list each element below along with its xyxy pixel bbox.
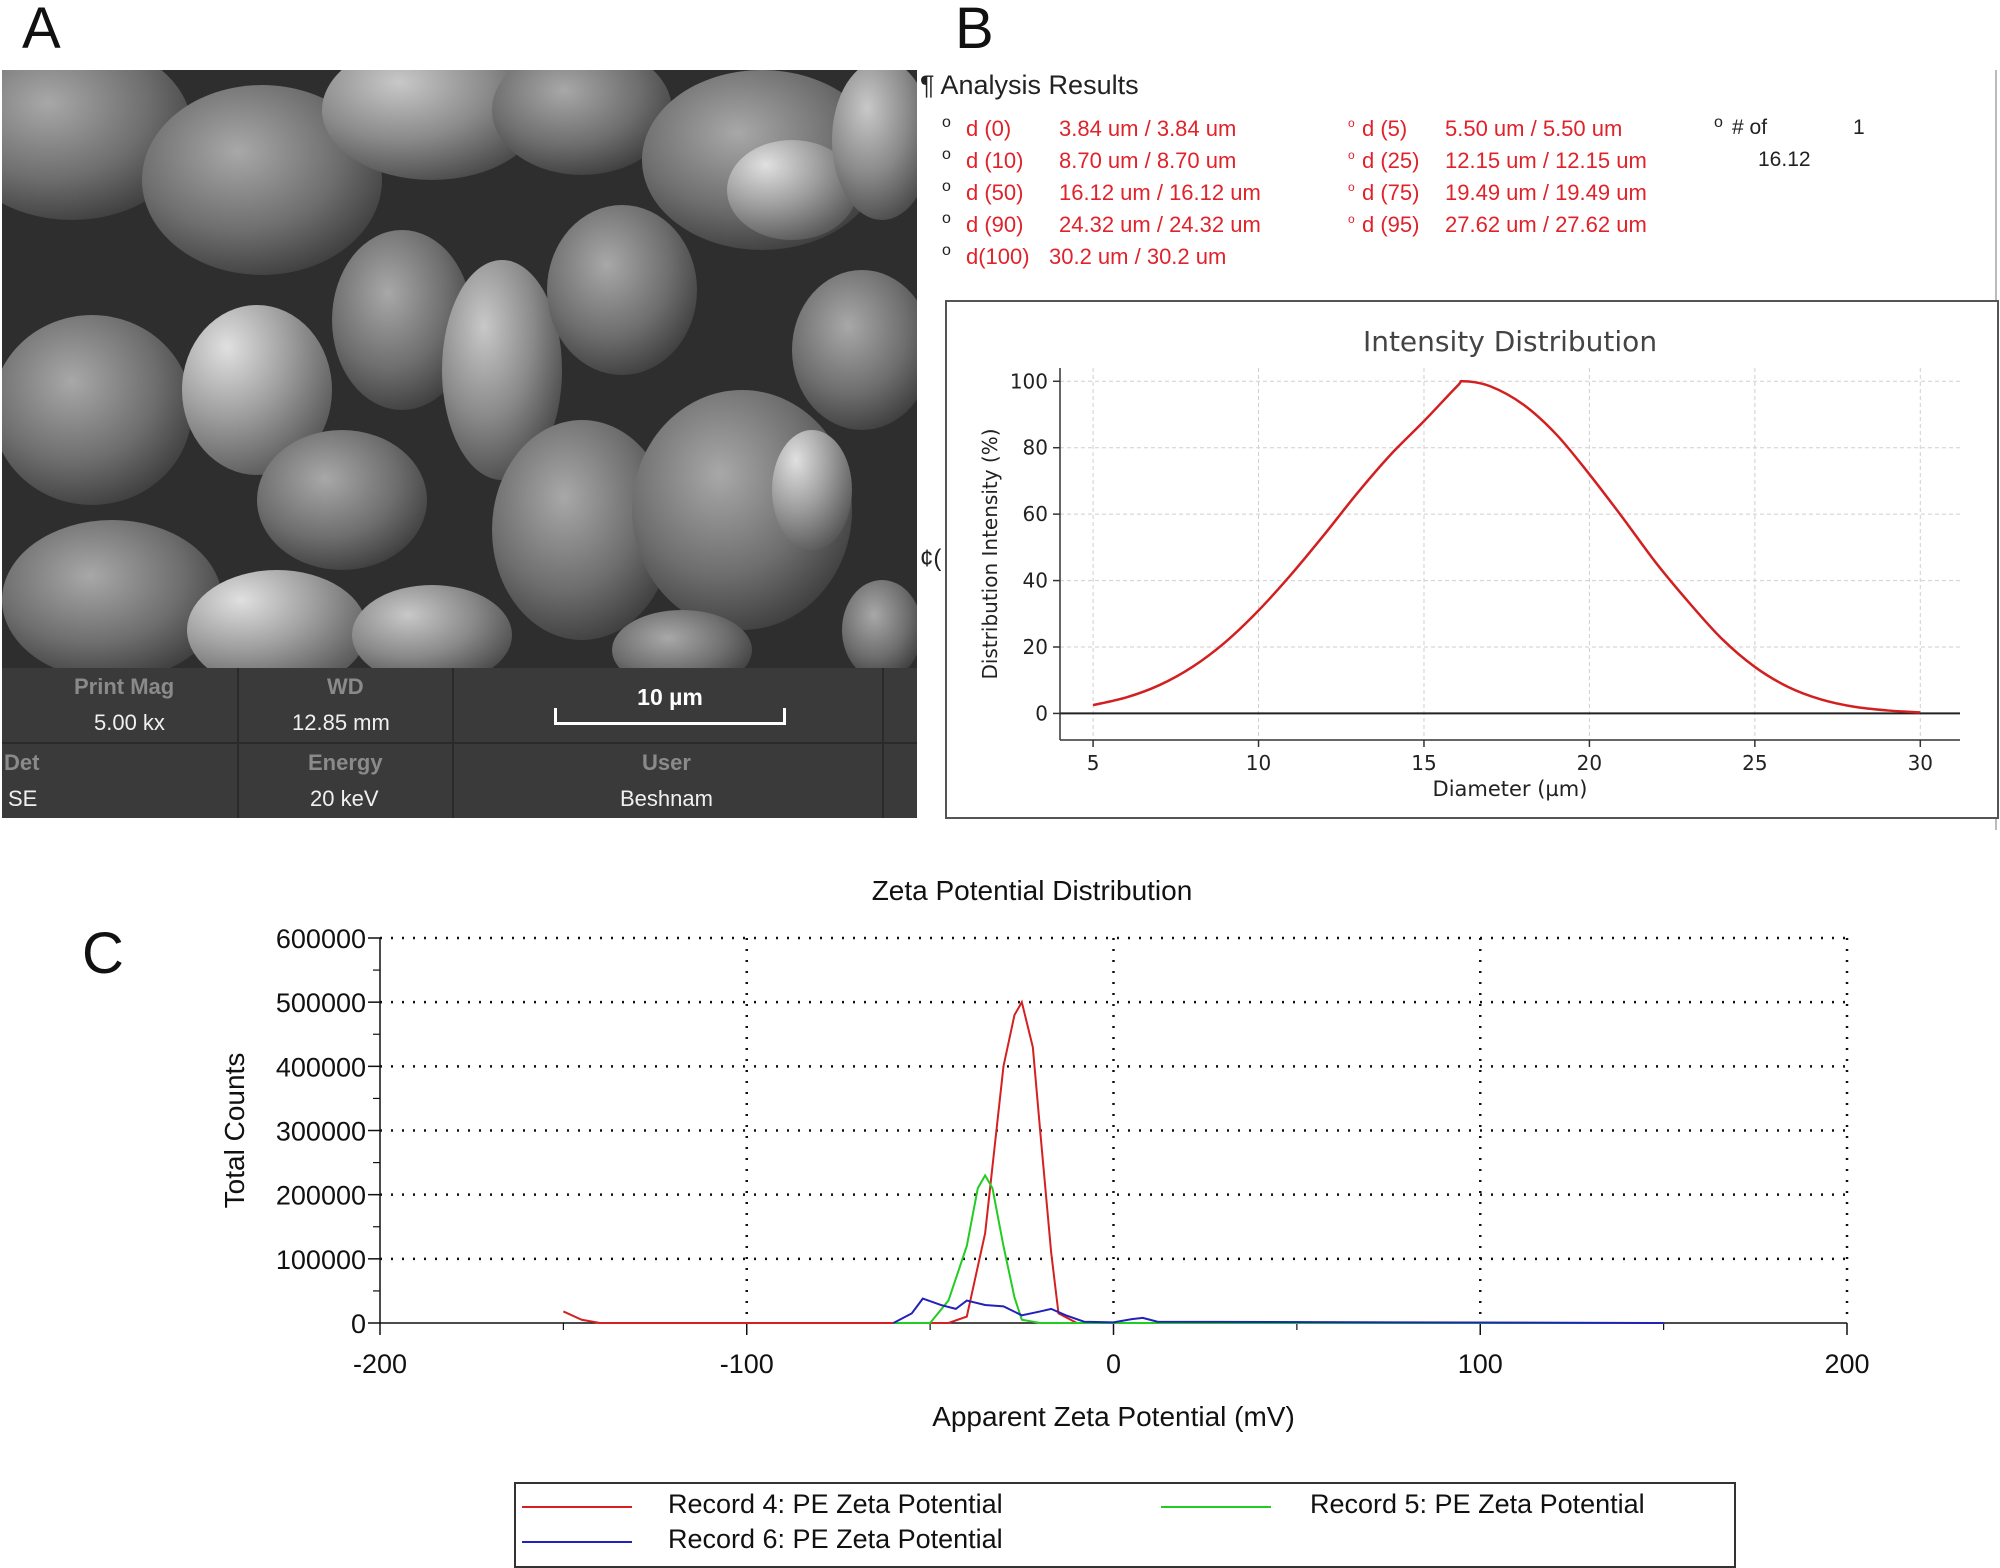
side-marker: ¢( (920, 545, 942, 572)
legend-swatch-record-5 (1161, 1506, 1271, 1508)
x-tick-label: 200 (1824, 1349, 1869, 1379)
d10-value: 8.70 um / 8.70 um (1059, 148, 1237, 173)
d95-value: 27.62 um / 27.62 um (1445, 212, 1647, 237)
y-axis-label: Total Counts (219, 1053, 250, 1209)
legend-label-record-4: Record 4: PE Zeta Potential (668, 1489, 1003, 1519)
y-tick-label: 80 (1023, 436, 1048, 460)
y-tick-label: 500000 (276, 988, 366, 1018)
d5-value: 5.50 um / 5.50 um (1445, 116, 1623, 141)
scale-bar-line (554, 722, 786, 725)
x-tick-label: 5 (1087, 751, 1100, 775)
sem-info-bar: Print Mag 5.00 kx WD 12.85 mm 10 µm Det … (2, 668, 917, 818)
x-tick-label: -100 (720, 1349, 774, 1379)
d25-label: d (25) (1362, 148, 1420, 173)
mean-value: 16.12 (1758, 148, 1811, 171)
x-tick-label: 25 (1742, 751, 1767, 775)
zeta-series-line-record-6 (892, 1297, 1664, 1324)
y-tick-label: 100 (1010, 369, 1048, 393)
x-tick-label: 20 (1577, 751, 1602, 775)
panel-letter-b: B (955, 0, 994, 61)
d100-value: 30.2 um / 30.2 um (1049, 244, 1227, 269)
intensity-distribution-chart: Intensity Distribution 5 10 15 20 25 30 0 20 40 60… (978, 325, 1960, 801)
x-tick-label: 100 (1458, 1349, 1503, 1379)
x-axis-label: Apparent Zeta Potential (mV) (932, 1401, 1295, 1432)
y-tick-label: 60 (1023, 502, 1048, 526)
count-label: # of (1732, 116, 1768, 139)
intensity-chart-frame: Intensity Distribution 5 10 15 20 25 30 0 20 40 60… (945, 300, 1999, 819)
d0-label: d (0) (966, 116, 1012, 141)
analysis-results: ¶ Analysis Results o d (0) 3.84 um / 3.8… (920, 70, 1865, 269)
y-tick-label: 0 (351, 1309, 366, 1339)
y-tick-label: 400000 (276, 1052, 366, 1082)
energy-value: 20 keV (310, 786, 379, 811)
print-mag-label: Print Mag (74, 674, 175, 699)
y-tick-label: 600000 (276, 924, 366, 954)
analysis-results-title: ¶ Analysis Results (920, 70, 1139, 100)
wd-label: WD (327, 674, 364, 699)
y-tick-label: 20 (1023, 635, 1048, 659)
legend-label-record-6: Record 6: PE Zeta Potential (668, 1524, 1003, 1554)
legend-label-record-5: Record 5: PE Zeta Potential (1310, 1489, 1645, 1519)
y-tick-label: 0 (1035, 701, 1048, 725)
d25-value: 12.15 um / 12.15 um (1445, 148, 1647, 173)
scale-bar-label: 10 µm (637, 684, 703, 710)
zeta-series-line-record-4 (562, 999, 1664, 1324)
user-label: User (642, 750, 691, 775)
d95-label: d (95) (1362, 212, 1420, 237)
d75-label: d (75) (1362, 180, 1420, 205)
x-tick-label: 15 (1411, 751, 1436, 775)
x-tick-label: 30 (1908, 751, 1933, 775)
zeta-series-line-record-5 (893, 1173, 1664, 1324)
d5-label: d (5) (1362, 116, 1408, 141)
x-tick-label: -200 (353, 1349, 407, 1379)
wd-value: 12.85 mm (292, 710, 390, 735)
det-value: SE (8, 786, 38, 811)
y-tick-label: 300000 (276, 1117, 366, 1147)
user-value: Beshnam (620, 786, 713, 811)
legend-swatch-record-6 (522, 1541, 632, 1543)
x-tick-label: 10 (1246, 751, 1271, 775)
intensity-chart-title: Intensity Distribution (1363, 325, 1657, 358)
d0-value: 3.84 um / 3.84 um (1059, 116, 1237, 141)
sem-panel: Print Mag 5.00 kx WD 12.85 mm 10 µm Det … (2, 70, 917, 818)
d100-label: d(100) (966, 244, 1030, 269)
panel-letter-a: A (22, 0, 61, 61)
d90-value: 24.32 um / 24.32 um (1059, 212, 1261, 237)
det-label: Det (4, 750, 40, 775)
sem-micrograph (2, 70, 917, 668)
d50-value: 16.12 um / 16.12 um (1059, 180, 1261, 205)
x-axis-label: Diameter (µm) (1433, 777, 1588, 801)
print-mag-value: 5.00 kx (94, 710, 165, 735)
y-tick-label: 200000 (276, 1181, 366, 1211)
energy-label: Energy (308, 750, 383, 775)
d90-label: d (90) (966, 212, 1024, 237)
intensity-series-line (1092, 379, 1921, 714)
zeta-legend: Record 4: PE Zeta Potential Record 5: PE… (514, 1482, 1736, 1568)
y-tick-label: 100000 (276, 1245, 366, 1275)
y-tick-label: 40 (1023, 569, 1048, 593)
panel-letter-c: C (82, 921, 124, 986)
sem-particles-drawing (2, 70, 917, 668)
zeta-chart-title: Zeta Potential Distribution (872, 875, 1193, 906)
d75-value: 19.49 um / 19.49 um (1445, 180, 1647, 205)
legend-swatch-record-4 (522, 1506, 632, 1508)
d10-label: d (10) (966, 148, 1024, 173)
x-tick-label: 0 (1106, 1349, 1121, 1379)
scale-bar: 10 µm (554, 678, 786, 728)
count-value: 1 (1853, 116, 1865, 139)
d50-label: d (50) (966, 180, 1024, 205)
y-axis-label: Distribution Intensity (%) (978, 428, 1002, 679)
zeta-potential-chart: Zeta Potential Distribution 0 100000 200000… (219, 875, 1870, 1432)
